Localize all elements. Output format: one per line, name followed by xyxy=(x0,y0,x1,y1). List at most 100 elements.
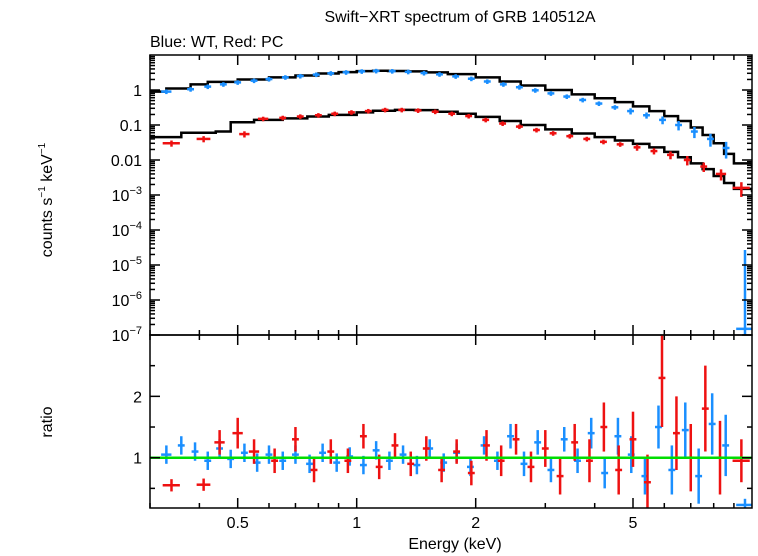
y-tick-label: 10−6 xyxy=(112,290,142,310)
pc-ratio-point xyxy=(658,335,666,428)
wt-point xyxy=(627,108,634,115)
wt-point xyxy=(219,82,227,87)
x-tick-label: 1 xyxy=(352,515,361,532)
pc-ratio-point xyxy=(467,460,475,486)
pc-point xyxy=(715,169,727,181)
wt-point xyxy=(611,105,619,110)
wt-point xyxy=(436,72,443,77)
wt-point xyxy=(388,69,396,74)
ratio-y-axis-label: ratio xyxy=(39,406,56,437)
pc-ratio-point xyxy=(248,439,260,464)
wt-point xyxy=(563,94,571,100)
y-tick-label: 1 xyxy=(133,83,142,100)
wt-point xyxy=(404,69,412,75)
wt-point xyxy=(595,101,603,107)
pc-ratio-point xyxy=(497,445,505,477)
wt-ratio-point xyxy=(736,498,752,508)
pc-ratio-point xyxy=(407,451,415,477)
wt-point xyxy=(467,76,475,82)
pc-ratio-point xyxy=(438,457,446,483)
y-tick-base: 0.01 xyxy=(111,153,142,170)
pc-point xyxy=(162,140,180,147)
pc-ratio-point xyxy=(359,423,367,449)
y-label-exp1: −1 xyxy=(37,186,48,198)
wt-ratio-point xyxy=(655,405,662,449)
wt-point xyxy=(690,126,698,139)
ratio-frame xyxy=(149,334,753,509)
pc-point xyxy=(347,110,355,115)
pc-point xyxy=(279,115,287,121)
pc-ratio-point xyxy=(162,479,180,492)
wt-ratio-point xyxy=(279,451,287,470)
pc-ratio-point xyxy=(232,417,243,449)
pc-point xyxy=(257,116,269,122)
wt-point xyxy=(312,72,320,78)
y-tick-label: 10−7 xyxy=(112,325,142,345)
pc-ratio-point xyxy=(527,451,535,483)
y-tick-exponent: −4 xyxy=(129,220,142,232)
wt-ratio-point xyxy=(385,451,393,470)
wt-ratio-point xyxy=(265,445,273,464)
pc-point xyxy=(499,121,507,127)
pc-point xyxy=(600,139,607,145)
pc-point xyxy=(364,108,372,114)
y-tick-exponent: −3 xyxy=(129,185,142,197)
pc-ratio-point xyxy=(644,454,651,508)
wt-point xyxy=(706,133,714,147)
pc-ratio-point xyxy=(541,430,549,467)
pc-point xyxy=(650,148,658,155)
y-tick-label: 1 xyxy=(133,451,142,468)
wt-point xyxy=(659,116,666,125)
y-label-mid: keV xyxy=(39,154,56,186)
pc-point xyxy=(533,127,540,133)
wt-point xyxy=(515,85,523,90)
wt-point xyxy=(372,68,380,74)
y-tick-label: 0.01 xyxy=(111,153,142,170)
y-tick-exponent: −7 xyxy=(129,325,142,337)
pc-ratio-point xyxy=(701,365,709,452)
wt-ratio-point xyxy=(204,451,212,470)
wt-ratio-point xyxy=(587,417,595,449)
y-tick-base: 10 xyxy=(112,328,130,345)
wt-point xyxy=(187,87,194,92)
y-tick-base: 10 xyxy=(112,293,130,310)
wt-point xyxy=(327,71,335,76)
wt-point xyxy=(358,69,366,74)
pc-point xyxy=(381,107,389,113)
pc-ratio-point xyxy=(291,427,299,452)
pc-ratio-point xyxy=(344,448,352,474)
wt-point xyxy=(296,73,304,79)
pc-ratio-point xyxy=(556,457,564,495)
y-tick-base: 10 xyxy=(112,188,130,205)
wt-ratio-point xyxy=(722,414,730,477)
pc-ratio-point xyxy=(391,433,399,458)
wt-point xyxy=(265,76,273,82)
y-tick-exponent: −5 xyxy=(129,255,142,267)
wt-point xyxy=(342,70,350,75)
pc-ratio-point xyxy=(615,445,623,495)
wt-ratio-point xyxy=(161,445,172,464)
wt-ratio-point xyxy=(333,453,341,472)
pc-ratio-point xyxy=(600,402,608,452)
wt-ratio-point xyxy=(399,445,407,464)
pc-ratio-point xyxy=(271,448,279,474)
wt-point xyxy=(250,78,258,84)
x-tick-label: 5 xyxy=(629,515,638,532)
pc-point xyxy=(414,108,422,113)
wt-point xyxy=(547,91,555,96)
spectrum-y-axis-label: counts s−1 keV−1 xyxy=(37,142,56,257)
pc-point xyxy=(583,136,591,142)
y-tick-label: 2 xyxy=(133,389,142,406)
x-tick-label: 0.5 xyxy=(227,515,249,532)
pc-ratio-point xyxy=(214,430,225,455)
y-tick-label: 10−5 xyxy=(112,255,142,275)
wt-ratio-point xyxy=(520,451,528,477)
pc-point xyxy=(331,111,339,117)
pc-point xyxy=(549,131,557,136)
wt-point xyxy=(161,89,172,95)
pc-ratio-point xyxy=(453,439,461,464)
wt-point xyxy=(643,112,650,119)
wt-point xyxy=(579,97,587,103)
